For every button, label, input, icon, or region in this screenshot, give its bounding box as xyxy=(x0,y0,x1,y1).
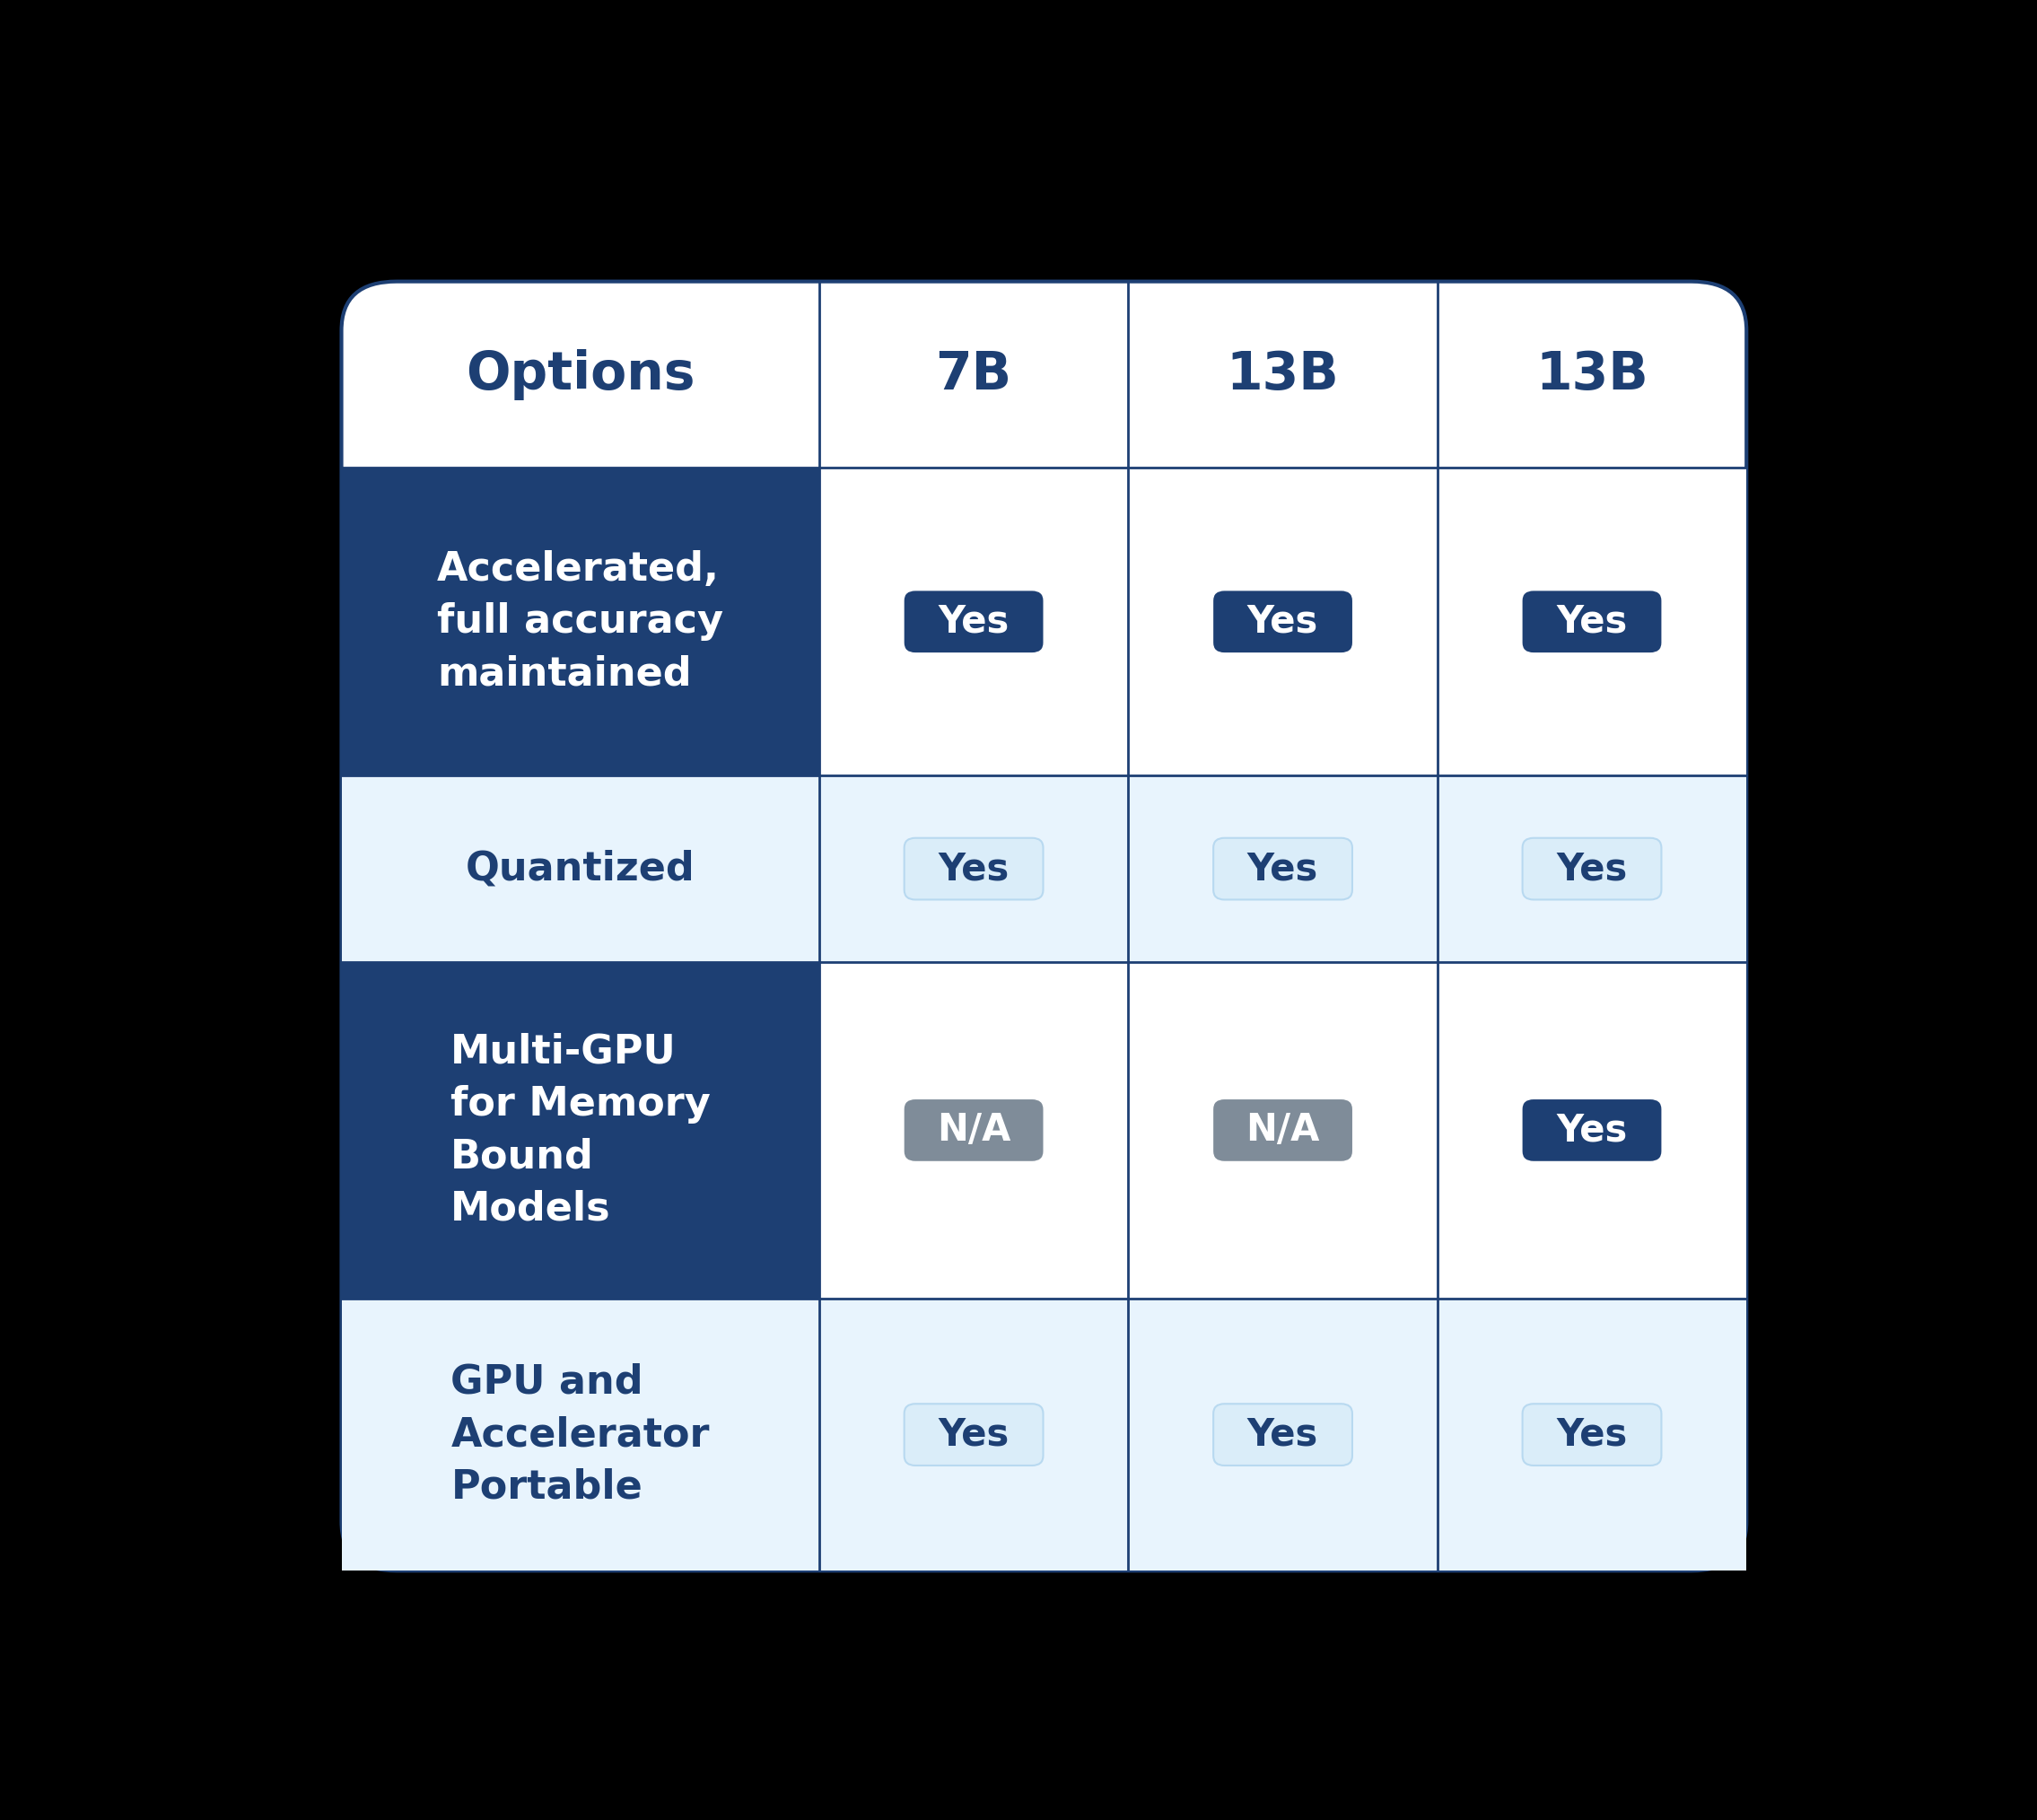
Bar xyxy=(819,775,1128,963)
Text: N/A: N/A xyxy=(1247,1112,1320,1148)
Bar xyxy=(342,468,819,775)
FancyBboxPatch shape xyxy=(904,1099,1043,1161)
Text: 7B: 7B xyxy=(935,349,1012,400)
Text: 13B: 13B xyxy=(1536,349,1648,400)
Text: Quantized: Quantized xyxy=(466,850,695,888)
Bar xyxy=(1438,775,1746,963)
Text: N/A: N/A xyxy=(937,1112,1010,1148)
FancyBboxPatch shape xyxy=(1214,1099,1353,1161)
Text: Yes: Yes xyxy=(939,850,1008,888)
Text: Options: Options xyxy=(466,349,695,400)
Bar xyxy=(342,775,819,963)
FancyBboxPatch shape xyxy=(904,592,1043,653)
FancyBboxPatch shape xyxy=(1522,1099,1662,1161)
Bar xyxy=(1128,963,1438,1298)
Bar xyxy=(1438,963,1746,1298)
Text: Yes: Yes xyxy=(939,602,1008,641)
Bar xyxy=(819,963,1128,1298)
Text: Multi-GPU
for Memory
Bound
Models: Multi-GPU for Memory Bound Models xyxy=(450,1032,711,1229)
FancyBboxPatch shape xyxy=(342,282,1746,1571)
FancyBboxPatch shape xyxy=(1214,592,1353,653)
Text: Yes: Yes xyxy=(1247,1416,1318,1454)
FancyBboxPatch shape xyxy=(904,837,1043,899)
FancyBboxPatch shape xyxy=(1522,837,1662,899)
FancyBboxPatch shape xyxy=(1214,837,1353,899)
FancyBboxPatch shape xyxy=(1522,1403,1662,1465)
Text: Yes: Yes xyxy=(1556,602,1628,641)
Bar xyxy=(819,468,1128,775)
Bar xyxy=(342,963,819,1298)
Text: Yes: Yes xyxy=(1556,1112,1628,1148)
Bar xyxy=(342,1298,819,1571)
Bar xyxy=(1438,1298,1746,1571)
FancyBboxPatch shape xyxy=(1214,1403,1353,1465)
Text: GPU and
Accelerator
Portable: GPU and Accelerator Portable xyxy=(450,1363,709,1507)
Text: Accelerated,
full accuracy
maintained: Accelerated, full accuracy maintained xyxy=(438,550,723,693)
Text: Yes: Yes xyxy=(939,1416,1008,1454)
Text: 13B: 13B xyxy=(1226,349,1338,400)
FancyBboxPatch shape xyxy=(1522,592,1662,653)
Text: Yes: Yes xyxy=(1247,850,1318,888)
Bar xyxy=(819,1298,1128,1571)
Bar xyxy=(1128,1298,1438,1571)
Text: Yes: Yes xyxy=(1556,1416,1628,1454)
Bar xyxy=(1128,468,1438,775)
Bar xyxy=(1438,468,1746,775)
Text: Yes: Yes xyxy=(1556,850,1628,888)
Bar xyxy=(1128,775,1438,963)
Text: Yes: Yes xyxy=(1247,602,1318,641)
FancyBboxPatch shape xyxy=(904,1403,1043,1465)
